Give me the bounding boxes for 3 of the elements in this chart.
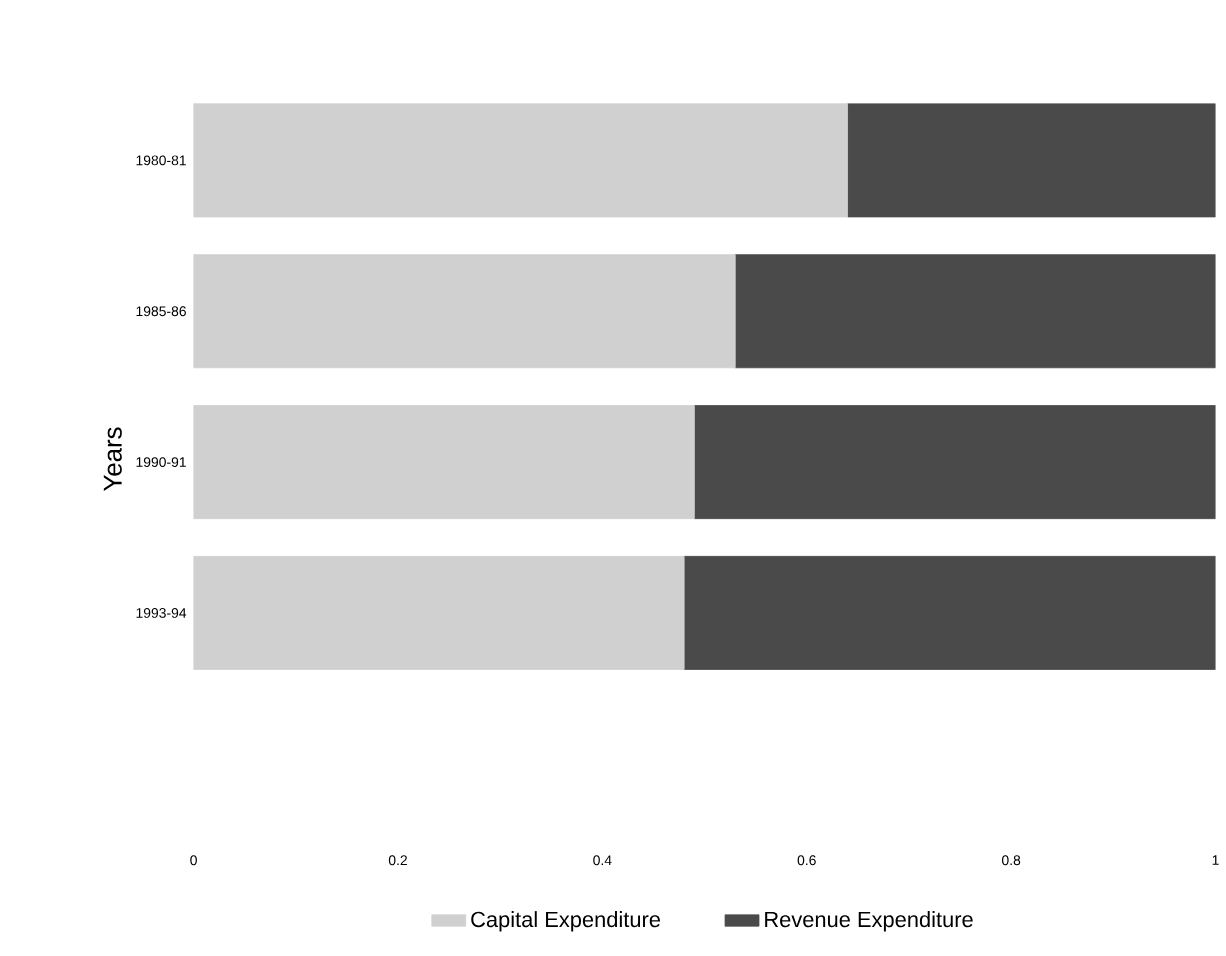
legend-label: Revenue Expenditure [765, 911, 973, 932]
y-axis-title: Years [103, 427, 122, 492]
legend-label: Capital Expenditure [471, 911, 660, 932]
